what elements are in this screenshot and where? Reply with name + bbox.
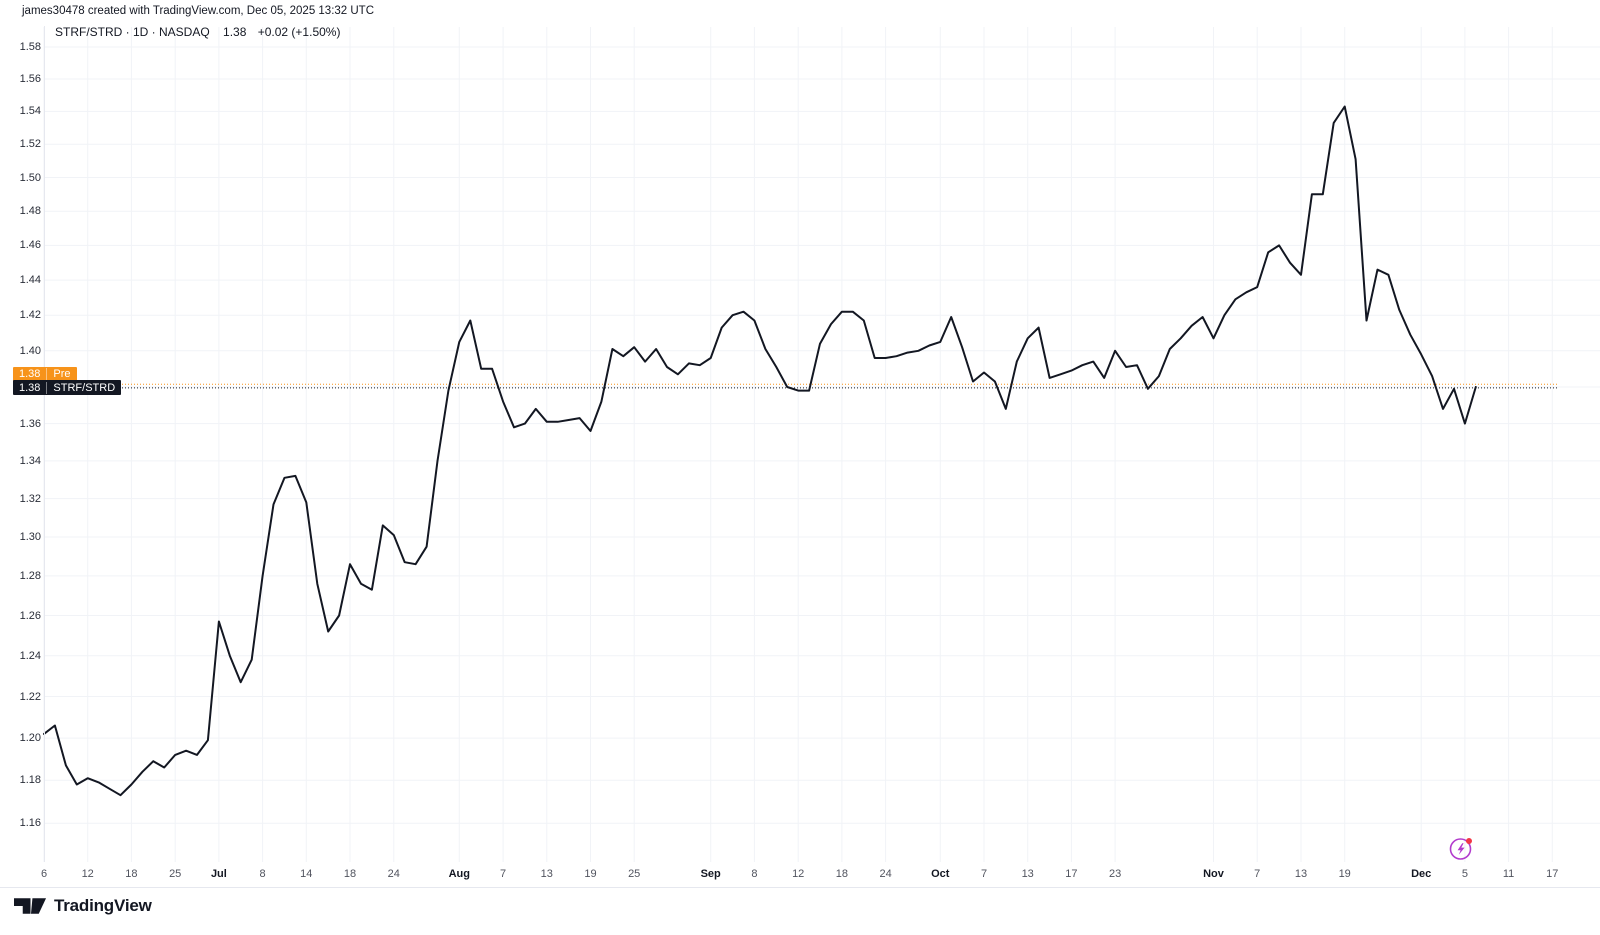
lightning-icon <box>1449 838 1472 860</box>
x-axis-label: 14 <box>300 868 313 880</box>
y-axis-label: 1.24 <box>19 649 41 662</box>
x-axis-label: 24 <box>879 868 892 880</box>
price-axis-border <box>44 26 45 862</box>
premarket-price-label: 1.38 Pre <box>13 367 77 381</box>
y-axis-label: 1.20 <box>19 732 41 745</box>
tradingview-logo-text: TradingView <box>54 896 152 915</box>
y-axis-label: 1.46 <box>19 239 41 252</box>
footer-divider <box>0 887 1600 888</box>
x-axis-label: 8 <box>259 868 266 880</box>
y-axis-label: 1.34 <box>19 454 41 467</box>
tradingview-logo-icon <box>14 898 47 914</box>
y-axis-label: 1.50 <box>19 171 41 184</box>
x-axis-label: 18 <box>125 868 138 880</box>
x-axis-label: 24 <box>387 868 400 880</box>
x-axis-label: 25 <box>169 868 182 880</box>
premarket-price-value: 1.38 <box>19 368 41 380</box>
y-axis-label: 1.42 <box>19 309 41 322</box>
x-axis-label: 19 <box>584 868 597 880</box>
x-axis-label: 7 <box>500 868 507 880</box>
x-axis-label: 17 <box>1065 868 1078 880</box>
y-axis-label: 1.48 <box>19 205 41 218</box>
x-axis-label: 12 <box>81 868 94 880</box>
symbol-title: STRF/STRD · 1D · NASDAQ <box>55 25 210 39</box>
premarket-tag: Pre <box>46 368 76 380</box>
x-axis-label: Nov <box>1203 868 1224 880</box>
y-axis-label: 1.54 <box>19 105 41 118</box>
current-price-symbol: STRF/STRD <box>46 381 121 394</box>
x-axis-label: Aug <box>448 868 470 880</box>
y-axis-label: 1.18 <box>19 774 41 787</box>
y-axis-label: 1.28 <box>19 569 41 582</box>
x-axis-label: 8 <box>751 868 758 880</box>
y-axis-label: 1.32 <box>19 492 41 505</box>
x-axis-label: 12 <box>792 868 805 880</box>
y-axis-label: 1.30 <box>19 531 41 543</box>
x-axis-label: 13 <box>1294 868 1308 880</box>
y-axis-label: 1.52 <box>19 138 41 151</box>
x-axis-label: 25 <box>628 868 641 880</box>
current-price-label: 1.38 STRF/STRD <box>13 380 122 395</box>
attribution-text: james30478 created with TradingView.com,… <box>22 5 375 17</box>
y-axis-label: 1.44 <box>19 274 41 287</box>
last-price: 1.38 <box>223 25 247 39</box>
x-axis-label: 23 <box>1108 868 1122 880</box>
y-axis-label: 1.58 <box>19 41 41 53</box>
x-axis-label: 18 <box>835 868 849 880</box>
price-change: +0.02 (+1.50%) <box>257 25 341 39</box>
y-axis-label: 1.36 <box>19 417 41 430</box>
x-axis-label: 7 <box>980 868 988 880</box>
y-axis-label: 1.22 <box>19 690 41 703</box>
y-axis-label: 1.26 <box>19 609 41 622</box>
x-axis-label: 19 <box>1338 868 1351 880</box>
x-axis-label: Sep <box>700 868 721 880</box>
y-axis-label: 1.16 <box>19 817 41 830</box>
chart-legend[interactable]: STRF/STRD · 1D · NASDAQ 1.38 +0.02 (+1.5… <box>55 25 340 39</box>
x-axis-label: Dec <box>1411 868 1432 880</box>
x-axis-label: Jul <box>210 868 227 880</box>
x-axis-label: 13 <box>1021 868 1034 880</box>
y-axis-label: 1.56 <box>19 73 41 85</box>
notification-dot <box>1466 838 1472 844</box>
x-axis-label: 7 <box>1254 868 1261 880</box>
x-axis-label: 6 <box>40 868 48 880</box>
x-axis-label: 13 <box>540 868 553 880</box>
tradingview-logo[interactable]: TradingView <box>14 896 152 916</box>
x-axis-label: 18 <box>343 868 357 880</box>
y-axis-label: 1.40 <box>19 344 41 357</box>
x-axis-label: 11 <box>1502 868 1515 880</box>
x-axis-label: 17 <box>1546 868 1559 880</box>
x-axis-label: Oct <box>931 868 950 880</box>
x-axis-label: 5 <box>1461 868 1468 880</box>
current-price-value: 1.38 <box>19 381 41 394</box>
lightning-icon-button[interactable] <box>1446 833 1476 863</box>
